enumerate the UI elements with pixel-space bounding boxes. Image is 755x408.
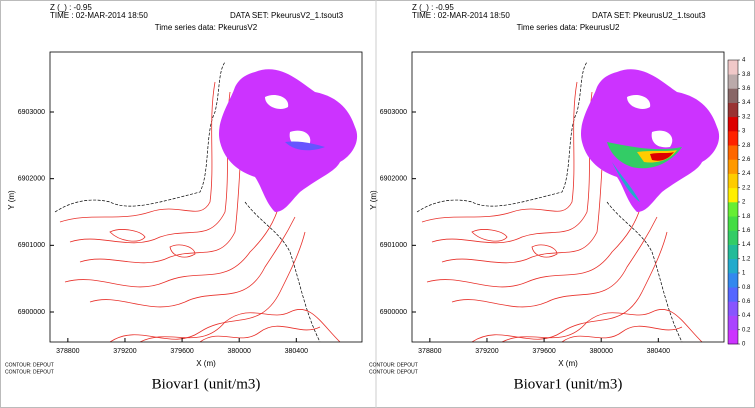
colorbar-swatch bbox=[728, 258, 738, 274]
colorbar-swatch bbox=[728, 74, 738, 89]
y-tick-label: 6903000 bbox=[380, 109, 407, 116]
colorbar-tick-label: 1.8 bbox=[742, 214, 751, 220]
plot-frame bbox=[49, 51, 363, 343]
hotspot bbox=[650, 152, 674, 161]
hotspot bbox=[285, 141, 325, 151]
colorbar-swatch bbox=[728, 244, 738, 260]
colorbar-tick-label: 0.2 bbox=[742, 327, 751, 333]
colorbar-swatch bbox=[728, 273, 738, 288]
colorbar-tick-label: 3.2 bbox=[742, 114, 751, 120]
map-area bbox=[54, 61, 358, 342]
colorbar-swatch bbox=[728, 102, 738, 118]
colorbar-swatch bbox=[728, 301, 738, 316]
y-axis-label: Y (m) bbox=[7, 190, 16, 210]
colorbar-tick-label: 3 bbox=[742, 129, 746, 135]
contour-note: CONTOUR: DEPOUT bbox=[5, 369, 54, 375]
colorbar-swatch bbox=[728, 131, 738, 146]
colorbar-tick-label: 3.8 bbox=[742, 72, 751, 78]
colorbar-swatch bbox=[728, 329, 738, 345]
z-label: Z (_) : -0.95 bbox=[50, 3, 92, 12]
plume-hole bbox=[265, 95, 289, 109]
contour-note: CONTOUR: DEPOUT bbox=[369, 362, 418, 368]
contour-note: CONTOUR: DEPOUT bbox=[5, 362, 54, 368]
y-tick-label: 6902000 bbox=[18, 176, 45, 183]
x-tick-label: 379200 bbox=[113, 348, 136, 355]
time-label: TIME : 02-MAR-2014 18:50 bbox=[412, 11, 510, 20]
contour-note: CONTOUR: DEPOUT bbox=[369, 369, 418, 375]
colorbar-tick-label: 2.8 bbox=[742, 143, 751, 149]
z-label: Z (_) : -0.95 bbox=[412, 3, 454, 12]
x-axis-label: X (m) bbox=[196, 359, 216, 368]
colorbar-tick-label: 1 bbox=[742, 271, 746, 277]
x-tick-label: 380400 bbox=[285, 348, 308, 355]
colorbar-swatch bbox=[728, 187, 738, 203]
x-tick-label: 379600 bbox=[170, 348, 193, 355]
y-tick-label: 6901000 bbox=[380, 242, 407, 249]
colorbar-swatch bbox=[728, 145, 738, 160]
variable-label: Biovar1 (unit/m3) bbox=[152, 376, 261, 392]
colorbar-swatch bbox=[728, 315, 738, 331]
colorbar-tick-label: 2.6 bbox=[742, 157, 751, 163]
map-area bbox=[416, 61, 720, 342]
x-tick-label: 379600 bbox=[532, 348, 555, 355]
colorbar-tick-label: 1.4 bbox=[742, 242, 751, 248]
colorbar-swatch bbox=[728, 159, 738, 174]
colorbar-tick-label: 0.8 bbox=[742, 285, 751, 291]
colorbar-tick-label: 1.6 bbox=[742, 228, 751, 234]
variable-label: Biovar1 (unit/m3) bbox=[514, 376, 623, 392]
y-tick-label: 6900000 bbox=[18, 309, 45, 316]
x-axis-label: X (m) bbox=[558, 359, 578, 368]
colorbar-tick-label: 0 bbox=[742, 342, 746, 348]
dataset-label: DATA SET: PkeurusV2_1.tsout3 bbox=[230, 11, 344, 20]
x-tick-label: 380400 bbox=[647, 348, 670, 355]
colorbar-tick-label: 0.4 bbox=[742, 313, 751, 319]
colorbar-swatch bbox=[728, 173, 738, 189]
colorbar-tick-label: 2.2 bbox=[742, 185, 751, 191]
colorbar-swatch bbox=[728, 202, 738, 217]
hotspot bbox=[612, 162, 640, 202]
plot-frame bbox=[411, 51, 725, 343]
colorbar-swatch bbox=[728, 88, 738, 103]
colorbar-tick-label: 0.6 bbox=[742, 299, 751, 305]
y-tick-label: 6903000 bbox=[18, 109, 45, 116]
plot-title: Time series data: PkeurusV2 bbox=[155, 23, 258, 32]
y-tick-label: 6902000 bbox=[380, 176, 407, 183]
colorbar-swatch bbox=[728, 116, 738, 132]
plume-hole bbox=[651, 130, 673, 148]
plume-hole bbox=[627, 95, 651, 109]
colorbar-swatch bbox=[728, 230, 738, 245]
plot-title: Time series data: PkeurusU2 bbox=[517, 23, 620, 32]
time-label: TIME : 02-MAR-2014 18:50 bbox=[50, 11, 148, 20]
colorbar-tick-label: 1.2 bbox=[742, 256, 751, 262]
colorbar-tick-label: 3.6 bbox=[742, 86, 751, 92]
x-tick-label: 378800 bbox=[56, 348, 79, 355]
x-tick-label: 378800 bbox=[418, 348, 441, 355]
colorbar-tick-label: 2.4 bbox=[742, 171, 751, 177]
x-tick-label: 380000 bbox=[590, 348, 613, 355]
colorbar-tick-label: 2 bbox=[742, 200, 746, 206]
y-tick-label: 6901000 bbox=[18, 242, 45, 249]
colorbar-swatch bbox=[728, 60, 738, 75]
x-tick-label: 379200 bbox=[475, 348, 498, 355]
x-tick-label: 380000 bbox=[228, 348, 251, 355]
colorbar-swatch bbox=[728, 287, 738, 302]
dataset-label: DATA SET: PkeurusU2_1.tsout3 bbox=[592, 11, 706, 20]
y-tick-label: 6900000 bbox=[380, 309, 407, 316]
colorbar-tick-label: 3.4 bbox=[742, 100, 751, 106]
colorbar-tick-label: 4 bbox=[742, 58, 746, 64]
y-axis-label: Y (m) bbox=[369, 190, 378, 210]
colorbar-swatch bbox=[728, 216, 738, 231]
